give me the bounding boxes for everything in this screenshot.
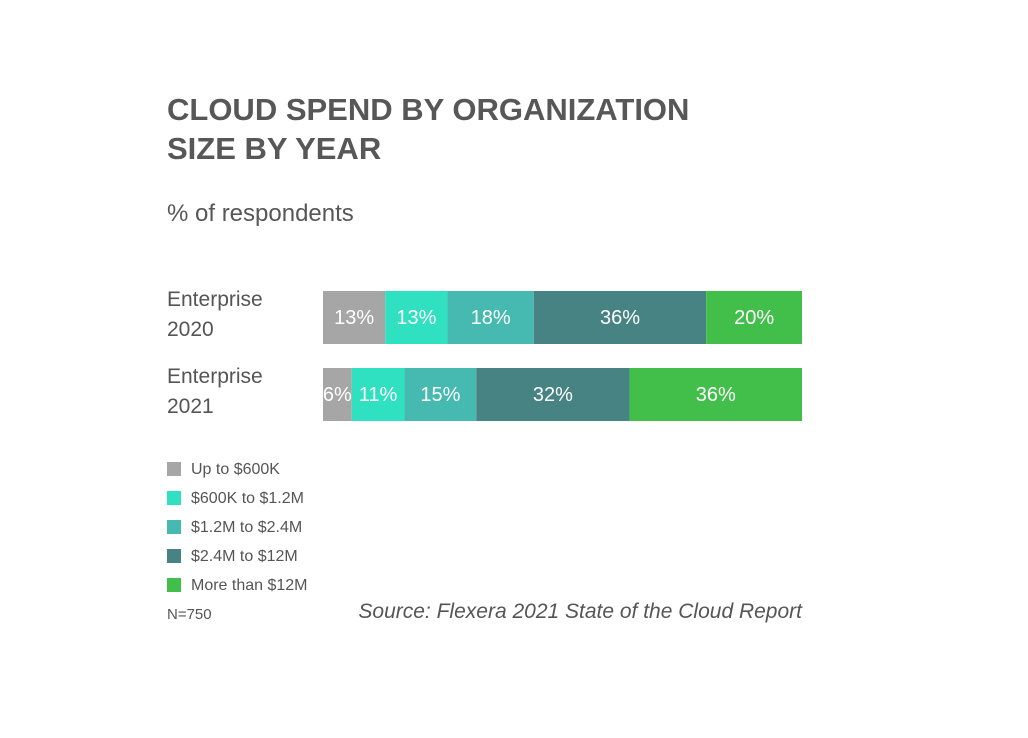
legend-swatch	[167, 491, 181, 505]
bar-segment	[476, 368, 630, 421]
data-label: 20%	[734, 307, 774, 329]
chart-subtitle: % of respondents	[167, 200, 354, 227]
data-label: 32%	[533, 384, 573, 406]
legend-swatch	[167, 578, 181, 592]
bar-segment	[351, 368, 405, 421]
bar-segment	[404, 368, 477, 421]
data-label: 18%	[471, 307, 511, 329]
bar-segment	[447, 291, 534, 344]
legend-label: $600K to $1.2M	[191, 490, 304, 507]
legend-swatch	[167, 462, 181, 476]
data-label: 15%	[420, 384, 460, 406]
legend-swatch	[167, 549, 181, 563]
legend-label: More than $12M	[191, 577, 308, 594]
bar-segment	[323, 368, 352, 421]
legend-label: $2.4M to $12M	[191, 548, 298, 565]
data-label: 13%	[396, 307, 436, 329]
sample-note: N=750	[167, 606, 212, 623]
legend-swatch	[167, 520, 181, 534]
bar-segment	[385, 291, 448, 344]
bar-segment	[323, 291, 386, 344]
data-label: 6%	[323, 384, 352, 406]
legend-label: $1.2M to $2.4M	[191, 519, 302, 536]
category-label: Enterprise 2021	[167, 365, 263, 418]
data-label: 36%	[600, 307, 640, 329]
source-note: Source: Flexera 2021 State of the Cloud …	[358, 600, 802, 623]
data-label: 36%	[696, 384, 736, 406]
legend-label: Up to $600K	[191, 461, 280, 478]
data-label: 11%	[359, 384, 398, 406]
category-label: Enterprise 2020	[167, 288, 263, 341]
data-label: 13%	[334, 307, 374, 329]
bar-segment	[533, 291, 707, 344]
bar-segment	[629, 368, 802, 421]
bar-segment	[706, 291, 802, 344]
chart-title: CLOUD SPEND BY ORGANIZATION SIZE BY YEAR	[167, 92, 690, 166]
